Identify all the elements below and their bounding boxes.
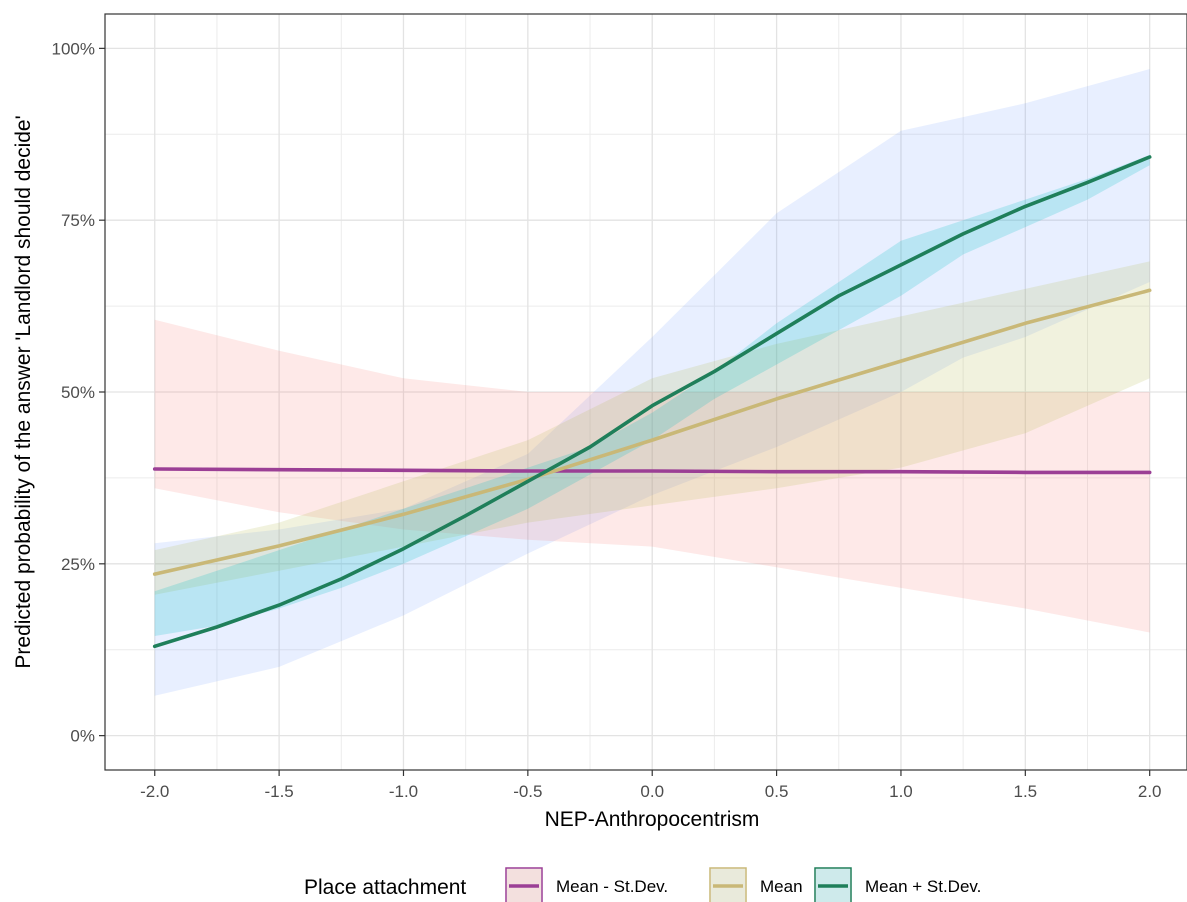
y-tick-label: 25% bbox=[61, 555, 95, 574]
legend-items: Mean - St.Dev. Mean Mean + St.Dev. bbox=[505, 867, 981, 902]
series-lines bbox=[152, 155, 1152, 649]
x-axis-title: NEP-Anthropocentrism bbox=[545, 808, 760, 831]
y-axis: 0% 25% 50% 75% 100% bbox=[52, 39, 105, 746]
x-tick-label: 1.5 bbox=[1014, 782, 1038, 801]
ribbon-outer bbox=[154, 69, 1150, 696]
legend-label-2: Mean bbox=[760, 877, 803, 896]
x-tick-label: -0.5 bbox=[513, 782, 542, 801]
x-tick-label: 1.0 bbox=[889, 782, 913, 801]
x-tick-label: -2.0 bbox=[140, 782, 169, 801]
ribbon-series-1 bbox=[154, 319, 1150, 633]
y-tick-label: 75% bbox=[61, 211, 95, 230]
grid-major bbox=[105, 14, 1187, 770]
legend-label-1: Mean - St.Dev. bbox=[556, 877, 668, 896]
y-axis-title: Predicted probability of the answer 'Lan… bbox=[12, 115, 35, 668]
legend-key-1 bbox=[505, 867, 543, 902]
y-tick-label: 50% bbox=[61, 383, 95, 402]
plot-area bbox=[104, 13, 1187, 771]
legend-key-2 bbox=[709, 867, 747, 902]
y-tick-label: 100% bbox=[52, 39, 95, 58]
x-tick-label: -1.0 bbox=[389, 782, 418, 801]
x-tick-label: 0.5 bbox=[765, 782, 789, 801]
legend-key-3 bbox=[814, 867, 852, 902]
legend-title: Place attachment bbox=[304, 876, 466, 899]
line-series-1 bbox=[152, 467, 1152, 475]
ribbon-series-2 bbox=[154, 261, 1150, 595]
x-tick-label: 0.0 bbox=[640, 782, 664, 801]
x-axis: -2.0 -1.5 -1.0 -0.5 0.0 0.5 1.0 1.5 2.0 bbox=[140, 770, 1162, 801]
line-series-2 bbox=[152, 288, 1152, 576]
legend-label-3: Mean + St.Dev. bbox=[865, 877, 981, 896]
x-tick-label: -1.5 bbox=[264, 782, 293, 801]
legend: Place attachment Mean - St.Dev. Mean Mean … bbox=[304, 867, 981, 902]
x-tick-label: 2.0 bbox=[1138, 782, 1162, 801]
line-series-3 bbox=[152, 155, 1152, 649]
y-tick-label: 0% bbox=[70, 727, 95, 746]
